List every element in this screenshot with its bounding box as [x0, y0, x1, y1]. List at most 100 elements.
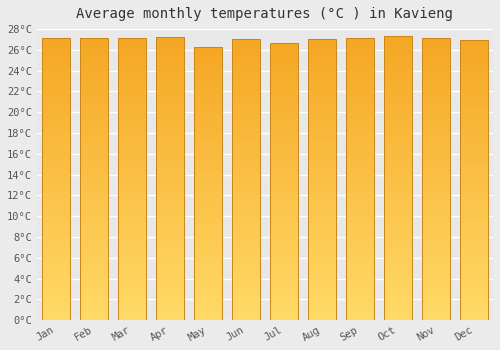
Bar — [80, 99, 108, 104]
Bar — [80, 146, 108, 151]
Bar — [80, 85, 108, 90]
Bar — [232, 63, 260, 68]
Bar — [384, 174, 411, 178]
Bar — [346, 198, 374, 203]
Bar — [346, 71, 374, 76]
Bar — [118, 306, 146, 311]
Bar — [118, 113, 146, 118]
Bar — [384, 150, 411, 155]
Bar — [232, 133, 260, 138]
Bar — [346, 231, 374, 236]
Bar — [346, 245, 374, 250]
Bar — [194, 298, 222, 302]
Bar — [384, 301, 411, 306]
Bar — [346, 90, 374, 95]
Bar — [346, 287, 374, 292]
Bar — [156, 212, 184, 216]
Bar — [80, 184, 108, 189]
Bar — [156, 70, 184, 75]
Bar — [384, 282, 411, 287]
Bar — [422, 292, 450, 297]
Bar — [270, 149, 297, 154]
Bar — [422, 80, 450, 85]
Bar — [422, 184, 450, 189]
Bar — [460, 157, 487, 162]
Bar — [308, 147, 336, 152]
Bar — [270, 214, 297, 218]
Bar — [42, 184, 70, 189]
Bar — [422, 151, 450, 156]
Bar — [270, 181, 297, 186]
Bar — [346, 137, 374, 142]
Bar — [384, 244, 411, 249]
Bar — [156, 37, 184, 320]
Bar — [156, 169, 184, 174]
Bar — [384, 221, 411, 225]
Bar — [232, 77, 260, 82]
Bar — [118, 128, 146, 132]
Bar — [194, 147, 222, 152]
Bar — [422, 193, 450, 198]
Bar — [118, 156, 146, 161]
Bar — [384, 103, 411, 107]
Bar — [422, 90, 450, 95]
Bar — [42, 222, 70, 226]
Bar — [384, 235, 411, 240]
Bar — [384, 121, 411, 126]
Bar — [118, 259, 146, 264]
Bar — [42, 123, 70, 128]
Bar — [460, 185, 487, 190]
Bar — [42, 161, 70, 165]
Bar — [346, 165, 374, 170]
Bar — [460, 283, 487, 288]
Bar — [42, 132, 70, 137]
Bar — [194, 238, 222, 243]
Bar — [270, 52, 297, 56]
Bar — [346, 170, 374, 175]
Bar — [270, 274, 297, 279]
Bar — [308, 189, 336, 194]
Bar — [346, 278, 374, 282]
Bar — [346, 259, 374, 264]
Bar — [156, 89, 184, 94]
Bar — [308, 297, 336, 301]
Bar — [460, 106, 487, 110]
Bar — [308, 180, 336, 184]
Bar — [422, 189, 450, 193]
Bar — [270, 172, 297, 177]
Bar — [460, 134, 487, 138]
Bar — [460, 250, 487, 255]
Bar — [346, 292, 374, 297]
Bar — [42, 38, 70, 320]
Bar — [384, 268, 411, 273]
Bar — [156, 164, 184, 169]
Bar — [194, 133, 222, 138]
Bar — [460, 176, 487, 180]
Bar — [118, 99, 146, 104]
Bar — [270, 195, 297, 200]
Bar — [118, 123, 146, 128]
Bar — [42, 80, 70, 85]
Bar — [156, 183, 184, 188]
Bar — [194, 288, 222, 293]
Bar — [308, 63, 336, 68]
Bar — [422, 311, 450, 315]
Bar — [194, 83, 222, 88]
Bar — [346, 189, 374, 193]
Bar — [422, 52, 450, 57]
Bar — [156, 80, 184, 84]
Bar — [460, 297, 487, 301]
Bar — [194, 56, 222, 61]
Bar — [346, 208, 374, 212]
Bar — [384, 273, 411, 278]
Bar — [118, 137, 146, 142]
Bar — [346, 109, 374, 113]
Bar — [346, 264, 374, 268]
Bar — [460, 306, 487, 311]
Bar — [156, 264, 184, 268]
Bar — [80, 311, 108, 315]
Bar — [232, 105, 260, 110]
Bar — [118, 57, 146, 62]
Bar — [384, 206, 411, 211]
Bar — [308, 222, 336, 226]
